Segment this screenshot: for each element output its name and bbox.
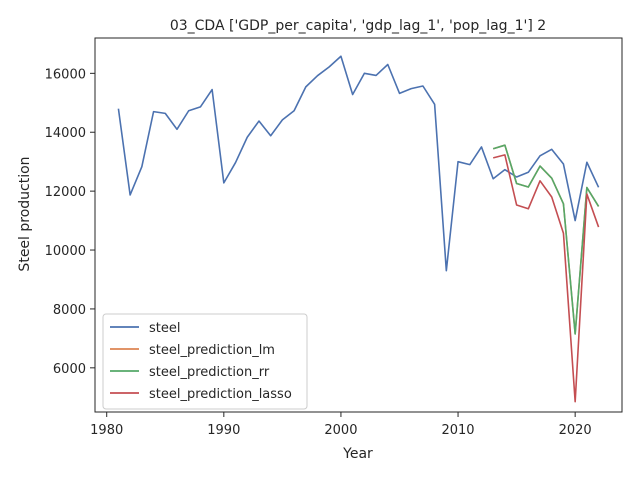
legend-label: steel xyxy=(149,321,180,336)
legend-label: steel_prediction_rr xyxy=(149,365,270,380)
x-tick-label: 2010 xyxy=(441,423,474,438)
y-tick-label: 14000 xyxy=(45,126,86,141)
y-tick-label: 16000 xyxy=(45,67,86,82)
legend: steel steel_prediction_lm steel_prediction… xyxy=(102,313,308,410)
legend-label: steel_prediction_lasso xyxy=(149,387,292,402)
series-line-steel-prediction-rr xyxy=(492,144,600,335)
y-tick-label: 12000 xyxy=(45,185,86,200)
legend-box xyxy=(102,313,308,410)
x-tick-label: 1990 xyxy=(207,423,240,438)
y-tick-label: 8000 xyxy=(53,303,86,318)
y-tick-label: 6000 xyxy=(53,362,86,377)
x-tick-label: 1980 xyxy=(90,423,123,438)
plot-area: 1980 1990 2000 2010 2020 6000 8000 10000 12000 14… xyxy=(45,37,623,438)
series-line-steel-prediction-lasso xyxy=(492,154,600,403)
y-axis-label: Steel production xyxy=(17,156,33,271)
series-line-steel xyxy=(117,55,600,272)
x-axis-label: Year xyxy=(342,446,373,462)
plot-frame xyxy=(94,37,623,413)
chart-title: 03_CDA ['GDP_per_capita', 'gdp_lag_1', '… xyxy=(170,18,546,34)
x-tick-label: 2000 xyxy=(324,423,357,438)
x-tick-label: 2020 xyxy=(559,423,592,438)
legend-label: steel_prediction_lm xyxy=(149,343,275,358)
y-tick-label: 10000 xyxy=(45,244,86,259)
